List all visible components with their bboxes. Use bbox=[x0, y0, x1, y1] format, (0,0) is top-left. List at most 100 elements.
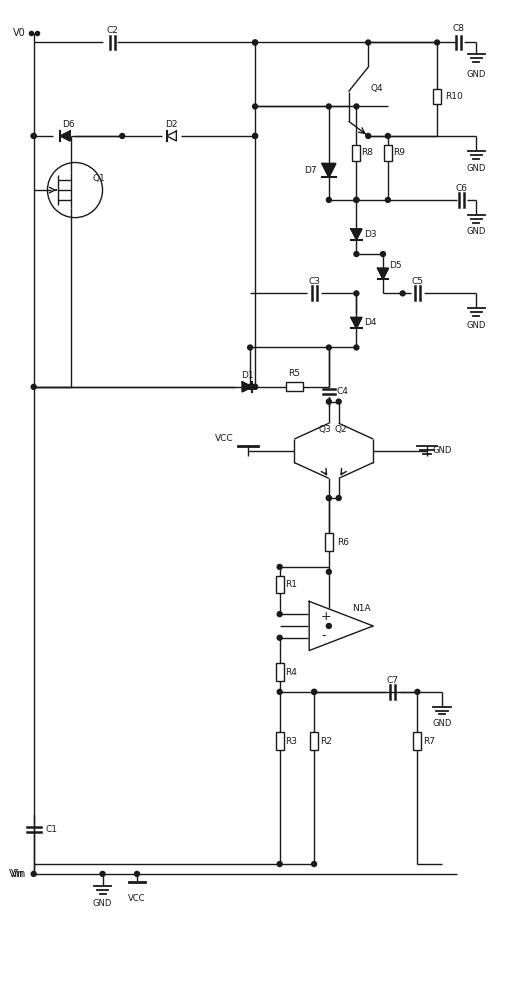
Text: D6: D6 bbox=[62, 120, 75, 129]
Circle shape bbox=[354, 104, 359, 109]
Text: VCC: VCC bbox=[215, 434, 234, 443]
Circle shape bbox=[385, 197, 391, 202]
Text: Vin: Vin bbox=[8, 869, 24, 879]
Circle shape bbox=[277, 612, 282, 617]
Circle shape bbox=[253, 133, 257, 138]
Bar bbox=[325, 533, 333, 551]
Text: Q1: Q1 bbox=[93, 174, 106, 183]
Polygon shape bbox=[166, 131, 176, 141]
Text: Q3: Q3 bbox=[318, 425, 331, 434]
Circle shape bbox=[248, 345, 253, 350]
Polygon shape bbox=[351, 317, 362, 328]
Text: N1A: N1A bbox=[352, 604, 371, 613]
Circle shape bbox=[253, 40, 257, 45]
Text: R5: R5 bbox=[289, 369, 300, 378]
Text: GND: GND bbox=[467, 227, 486, 236]
Polygon shape bbox=[351, 229, 362, 240]
Text: R1: R1 bbox=[285, 580, 297, 589]
Bar bbox=[433, 89, 441, 104]
Circle shape bbox=[326, 399, 332, 404]
Bar bbox=[276, 576, 283, 593]
Text: V0: V0 bbox=[13, 28, 26, 38]
Circle shape bbox=[366, 40, 371, 45]
Text: C4: C4 bbox=[337, 387, 349, 396]
Polygon shape bbox=[242, 382, 252, 392]
Text: D3: D3 bbox=[364, 230, 377, 239]
Circle shape bbox=[354, 291, 359, 296]
Circle shape bbox=[253, 384, 257, 389]
Circle shape bbox=[31, 133, 36, 138]
Circle shape bbox=[253, 133, 257, 138]
Polygon shape bbox=[322, 164, 336, 177]
Circle shape bbox=[248, 384, 253, 389]
Text: R7: R7 bbox=[423, 737, 435, 746]
Text: R6: R6 bbox=[337, 538, 349, 547]
Circle shape bbox=[326, 496, 332, 500]
Circle shape bbox=[31, 871, 36, 876]
Text: GND: GND bbox=[467, 321, 486, 330]
Circle shape bbox=[100, 871, 105, 876]
Circle shape bbox=[277, 564, 282, 569]
Circle shape bbox=[366, 133, 371, 138]
Text: D1: D1 bbox=[241, 371, 253, 380]
Bar bbox=[352, 145, 361, 161]
Circle shape bbox=[31, 133, 36, 138]
Circle shape bbox=[435, 40, 440, 45]
Circle shape bbox=[354, 252, 359, 256]
Text: R10: R10 bbox=[445, 92, 463, 101]
Text: C3: C3 bbox=[308, 277, 320, 286]
Text: VCC: VCC bbox=[128, 894, 146, 903]
Polygon shape bbox=[378, 268, 388, 279]
Text: -: - bbox=[321, 629, 325, 642]
Circle shape bbox=[354, 197, 359, 202]
Text: Vin: Vin bbox=[10, 869, 26, 879]
Text: GND: GND bbox=[433, 719, 452, 728]
Text: R8: R8 bbox=[362, 148, 373, 157]
Circle shape bbox=[312, 689, 316, 694]
Text: R2: R2 bbox=[320, 737, 332, 746]
Text: R3: R3 bbox=[285, 737, 297, 746]
Circle shape bbox=[277, 635, 282, 640]
Circle shape bbox=[326, 197, 332, 202]
Text: +: + bbox=[321, 610, 332, 623]
Circle shape bbox=[354, 197, 359, 202]
Circle shape bbox=[277, 862, 282, 867]
Circle shape bbox=[326, 623, 332, 628]
Text: C1: C1 bbox=[46, 825, 57, 834]
Bar bbox=[413, 732, 421, 750]
Circle shape bbox=[326, 496, 332, 500]
Circle shape bbox=[312, 689, 316, 694]
Circle shape bbox=[385, 133, 391, 138]
Circle shape bbox=[354, 345, 359, 350]
Text: GND: GND bbox=[432, 446, 452, 455]
Circle shape bbox=[415, 689, 420, 694]
Circle shape bbox=[120, 133, 125, 138]
Text: C6: C6 bbox=[456, 184, 468, 193]
Circle shape bbox=[326, 569, 332, 574]
Circle shape bbox=[135, 871, 139, 876]
Text: C7: C7 bbox=[387, 676, 399, 685]
Circle shape bbox=[253, 104, 257, 109]
Circle shape bbox=[253, 40, 257, 45]
Bar bbox=[276, 663, 283, 681]
Polygon shape bbox=[60, 131, 70, 141]
Circle shape bbox=[248, 384, 253, 389]
Bar bbox=[310, 732, 318, 750]
Text: D7: D7 bbox=[305, 166, 317, 175]
Circle shape bbox=[336, 496, 341, 500]
Text: C2: C2 bbox=[107, 26, 118, 35]
Circle shape bbox=[31, 384, 36, 389]
Bar bbox=[384, 145, 392, 161]
Circle shape bbox=[336, 399, 341, 404]
Text: D5: D5 bbox=[389, 261, 401, 270]
Text: GND: GND bbox=[467, 70, 486, 79]
Text: C8: C8 bbox=[453, 24, 465, 33]
Bar bbox=[285, 382, 303, 391]
Circle shape bbox=[326, 345, 332, 350]
Circle shape bbox=[277, 689, 282, 694]
Text: D4: D4 bbox=[364, 318, 377, 327]
Text: Q2: Q2 bbox=[335, 425, 348, 434]
Text: C5: C5 bbox=[411, 277, 423, 286]
Circle shape bbox=[400, 291, 405, 296]
Circle shape bbox=[312, 862, 316, 867]
